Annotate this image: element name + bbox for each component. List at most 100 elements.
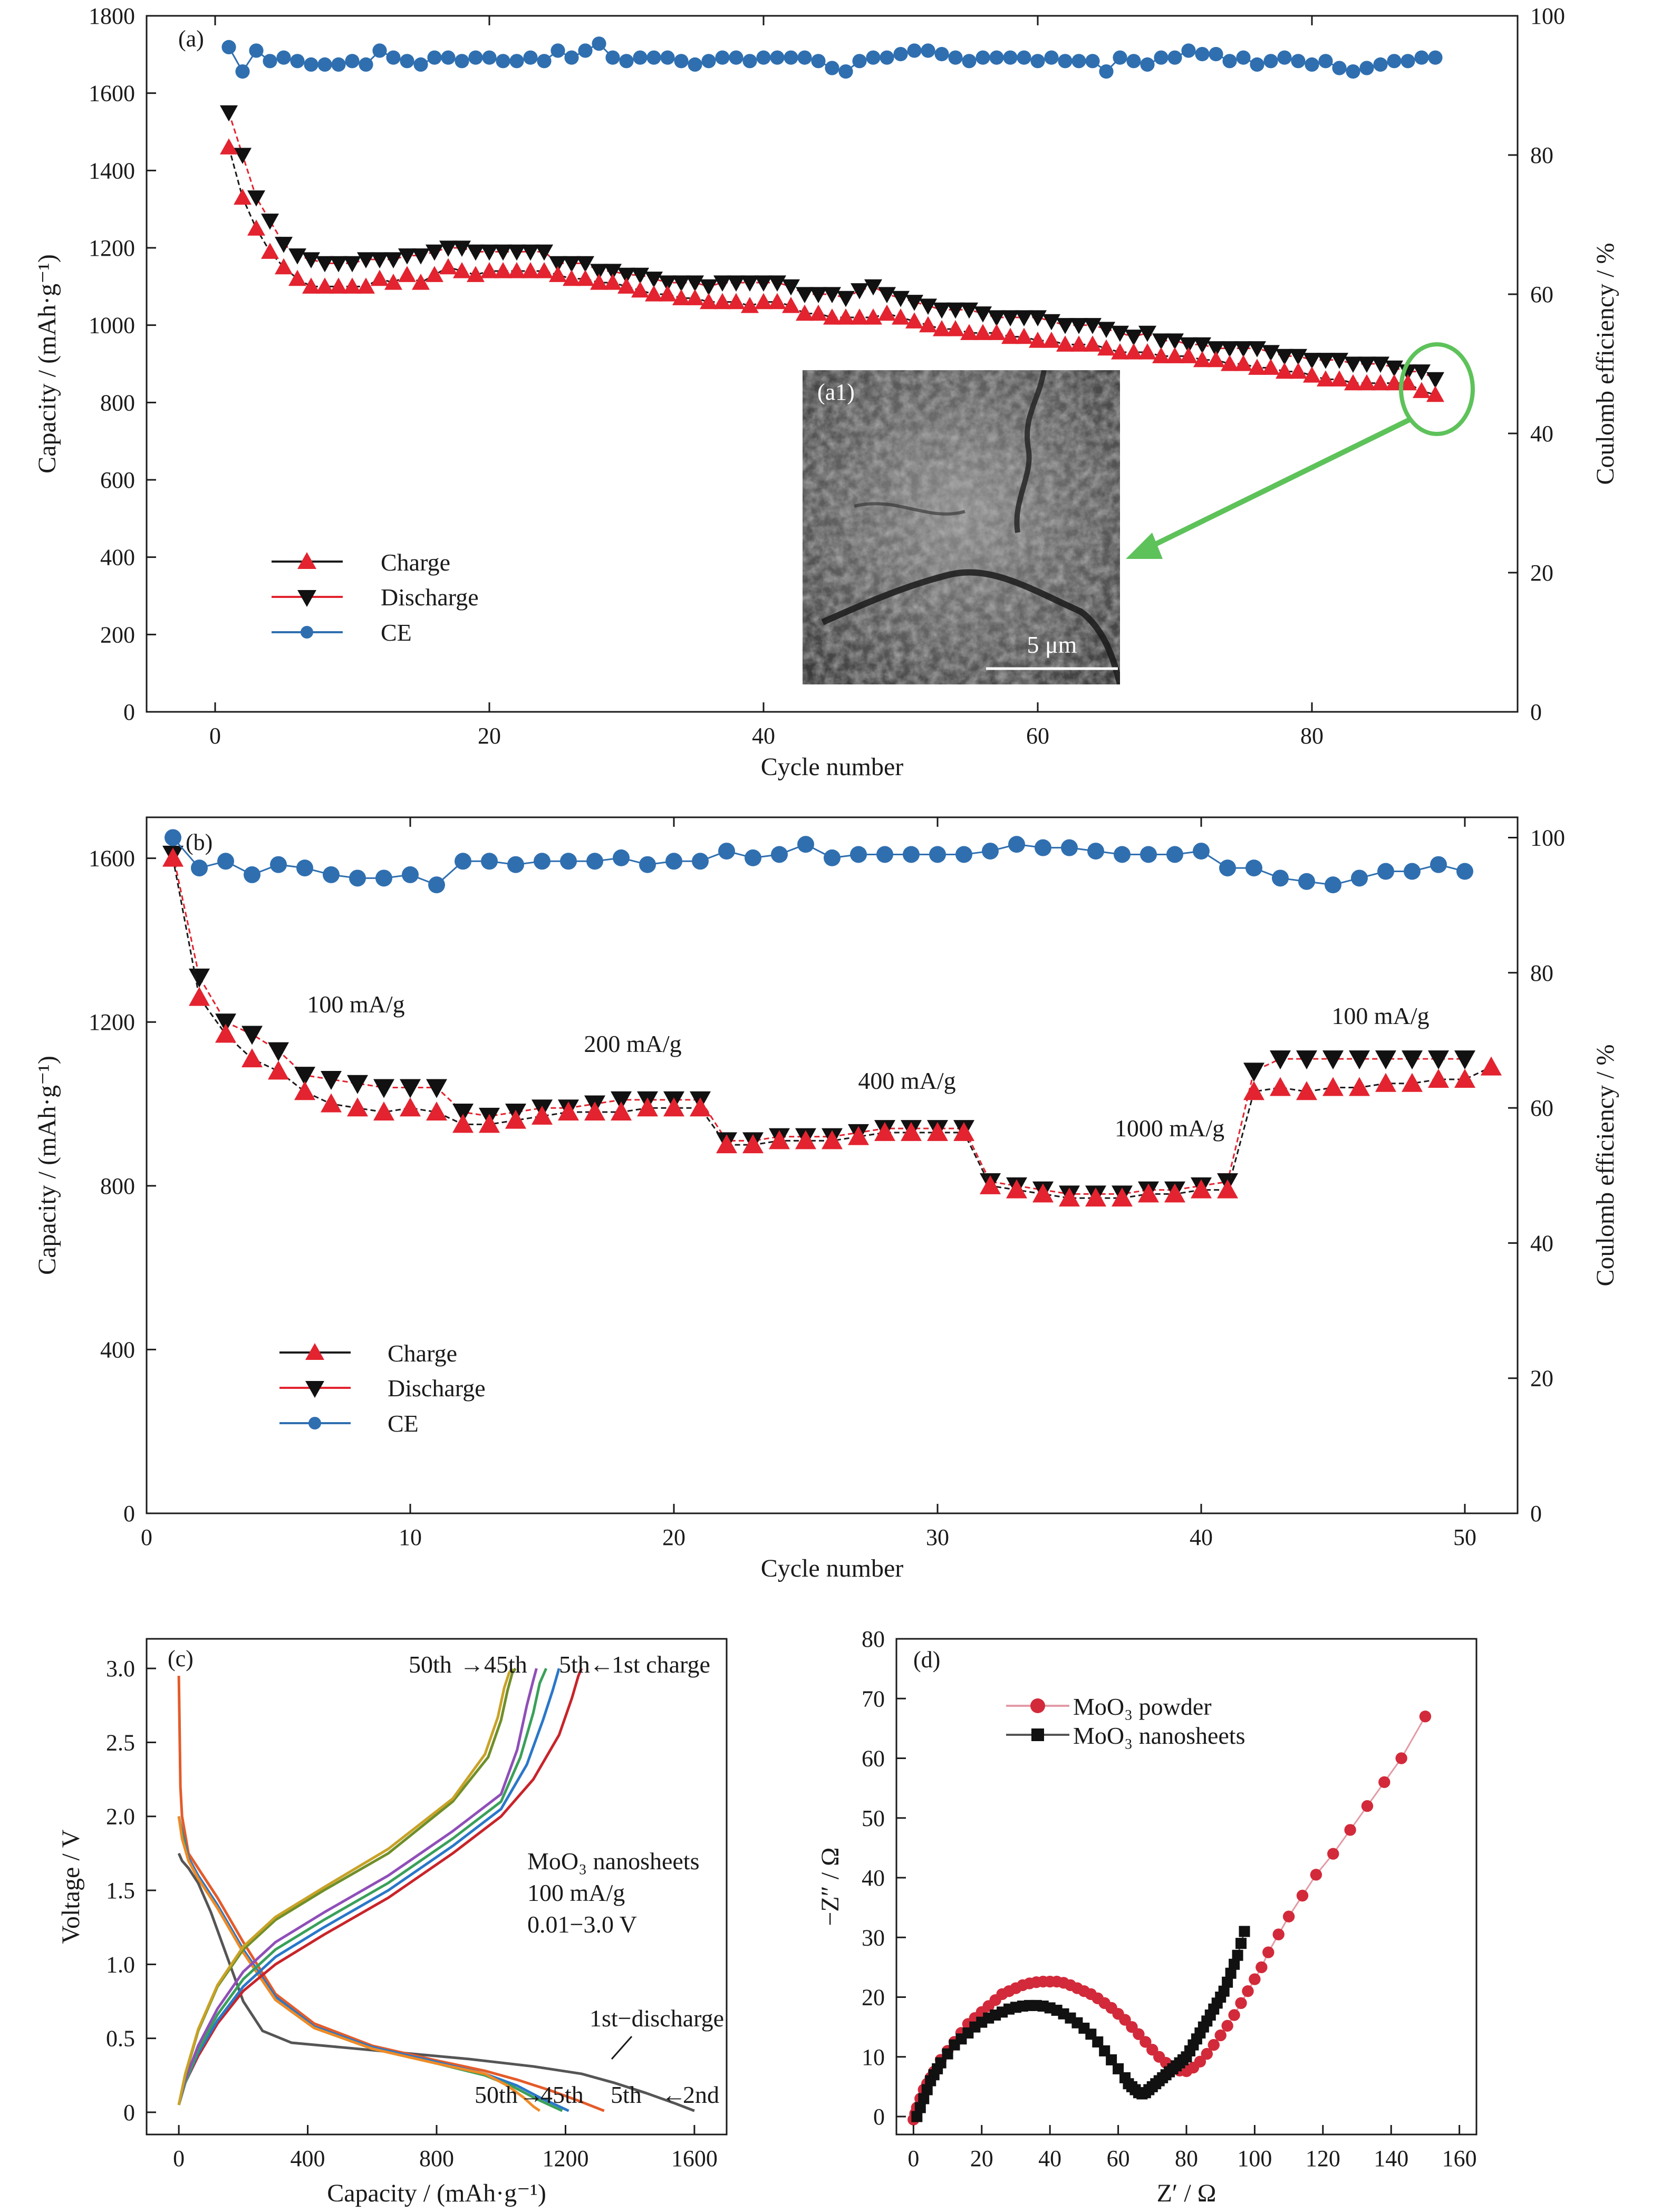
x-tick-label: 0 bbox=[907, 2146, 919, 2171]
point-discharge bbox=[1428, 1050, 1449, 1070]
point-ce bbox=[1318, 54, 1333, 69]
point-ce bbox=[1387, 54, 1402, 69]
highlight-arrow bbox=[1145, 417, 1412, 551]
point-discharge bbox=[220, 105, 238, 122]
point-charge bbox=[494, 262, 512, 278]
point-ce bbox=[586, 853, 603, 870]
point-charge bbox=[1270, 1077, 1291, 1096]
point-ce bbox=[244, 866, 260, 883]
rate-label-400: 400 mA/g bbox=[858, 1067, 955, 1094]
point-discharge bbox=[837, 291, 855, 307]
y-tick-label: 2.0 bbox=[106, 1804, 135, 1830]
point-charge bbox=[1056, 335, 1074, 352]
point-discharge bbox=[373, 1079, 394, 1098]
x-axis-title-a: Cycle number bbox=[761, 753, 904, 781]
point-charge bbox=[1399, 374, 1417, 391]
point-ce bbox=[646, 50, 661, 65]
point-ce bbox=[1401, 54, 1415, 69]
point-charge bbox=[1322, 1077, 1344, 1096]
y-tick-label: 70 bbox=[862, 1686, 885, 1712]
point-ce bbox=[1373, 57, 1388, 72]
point-ce bbox=[692, 853, 709, 870]
point-charge bbox=[611, 1102, 632, 1121]
point-ce bbox=[1222, 54, 1237, 69]
point-discharge bbox=[1402, 1050, 1423, 1070]
series-line-ce bbox=[172, 837, 1465, 886]
x-tick-label: 40 bbox=[752, 723, 775, 749]
point-discharge bbox=[242, 1026, 263, 1045]
y-axis-title-a: Capacity / (mAh·g⁻¹) bbox=[33, 254, 61, 474]
point-ce bbox=[1071, 54, 1086, 69]
point-charge bbox=[1180, 347, 1198, 363]
y-tick-label-right: 80 bbox=[1530, 960, 1553, 986]
point-charge bbox=[347, 1097, 368, 1117]
point-charge bbox=[727, 293, 745, 310]
x-ticks-b: 0 10 20 30 40 50 bbox=[141, 817, 1476, 1550]
point-discharge bbox=[741, 275, 759, 292]
nyquist-point-moo-nanosheets bbox=[1225, 1967, 1237, 1979]
discharge-arrow-2nd: ← bbox=[662, 2081, 686, 2108]
point-charge bbox=[1138, 343, 1156, 360]
nyquist-point-moo-powder bbox=[1419, 1711, 1432, 1723]
point-discharge bbox=[535, 244, 553, 261]
point-ce bbox=[564, 50, 579, 65]
point-ce bbox=[718, 843, 735, 860]
charge-label-50th: 50th bbox=[409, 1651, 452, 1678]
point-charge bbox=[1217, 1179, 1238, 1199]
point-ce bbox=[468, 50, 483, 65]
point-discharge bbox=[919, 298, 937, 315]
point-discharge bbox=[755, 275, 772, 292]
point-charge bbox=[215, 1023, 236, 1043]
point-ce bbox=[1351, 870, 1368, 887]
discharge-label-5th: 5th bbox=[611, 2081, 642, 2108]
point-discharge bbox=[878, 287, 896, 303]
point-discharge bbox=[645, 272, 663, 288]
nyquist-point-moo-nanosheets bbox=[942, 2048, 953, 2060]
legend-marker-ce bbox=[301, 626, 313, 639]
y-tick-label-right: 80 bbox=[1530, 142, 1553, 168]
point-charge bbox=[247, 219, 265, 236]
point-ce bbox=[903, 846, 920, 863]
y-tick-label: 0 bbox=[123, 2100, 135, 2126]
point-charge bbox=[316, 277, 334, 294]
nyquist-point-moo-powder bbox=[1133, 2028, 1145, 2040]
point-discharge bbox=[1349, 1050, 1370, 1070]
x-ticks-c: 0 400 800 1200 1600 bbox=[173, 2125, 718, 2171]
point-ce bbox=[507, 856, 524, 873]
discharge-label-2nd: 2nd bbox=[683, 2081, 719, 2108]
point-charge bbox=[1262, 359, 1280, 375]
point-discharge bbox=[261, 214, 279, 230]
point-ce bbox=[428, 876, 445, 894]
point-charge bbox=[480, 262, 498, 278]
point-ce bbox=[715, 50, 730, 65]
point-discharge bbox=[933, 302, 951, 319]
point-ce bbox=[235, 64, 250, 79]
point-charge bbox=[919, 316, 937, 333]
point-charge bbox=[1426, 385, 1444, 402]
point-charge bbox=[768, 293, 786, 310]
x-tick-label: 40 bbox=[1038, 2146, 1061, 2171]
point-discharge bbox=[426, 244, 443, 261]
point-charge bbox=[1042, 332, 1060, 348]
panel-c: 0 400 800 1200 1600 00.51.01.52.02.53.0 (c) … bbox=[57, 1638, 728, 2207]
point-charge bbox=[294, 1081, 315, 1100]
x-tick-label: 20 bbox=[662, 1524, 685, 1550]
point-discharge bbox=[1372, 356, 1389, 373]
point-discharge bbox=[1358, 356, 1376, 373]
point-discharge bbox=[1125, 330, 1143, 346]
discharge-arrow-1st bbox=[611, 2036, 633, 2060]
point-discharge bbox=[809, 287, 827, 303]
point-ce bbox=[1236, 50, 1251, 65]
point-charge bbox=[690, 1097, 711, 1117]
point-charge bbox=[1276, 362, 1293, 379]
point-charge bbox=[672, 289, 690, 305]
point-ce bbox=[1377, 863, 1394, 880]
point-ce bbox=[838, 64, 853, 79]
point-charge bbox=[1402, 1073, 1423, 1092]
nyquist-point-moo-powder bbox=[1282, 1910, 1295, 1923]
discharge-label-1st: 1st−discharge bbox=[590, 2005, 724, 2032]
point-charge bbox=[1372, 374, 1389, 391]
point-charge bbox=[1344, 374, 1362, 391]
point-charge bbox=[617, 277, 635, 294]
